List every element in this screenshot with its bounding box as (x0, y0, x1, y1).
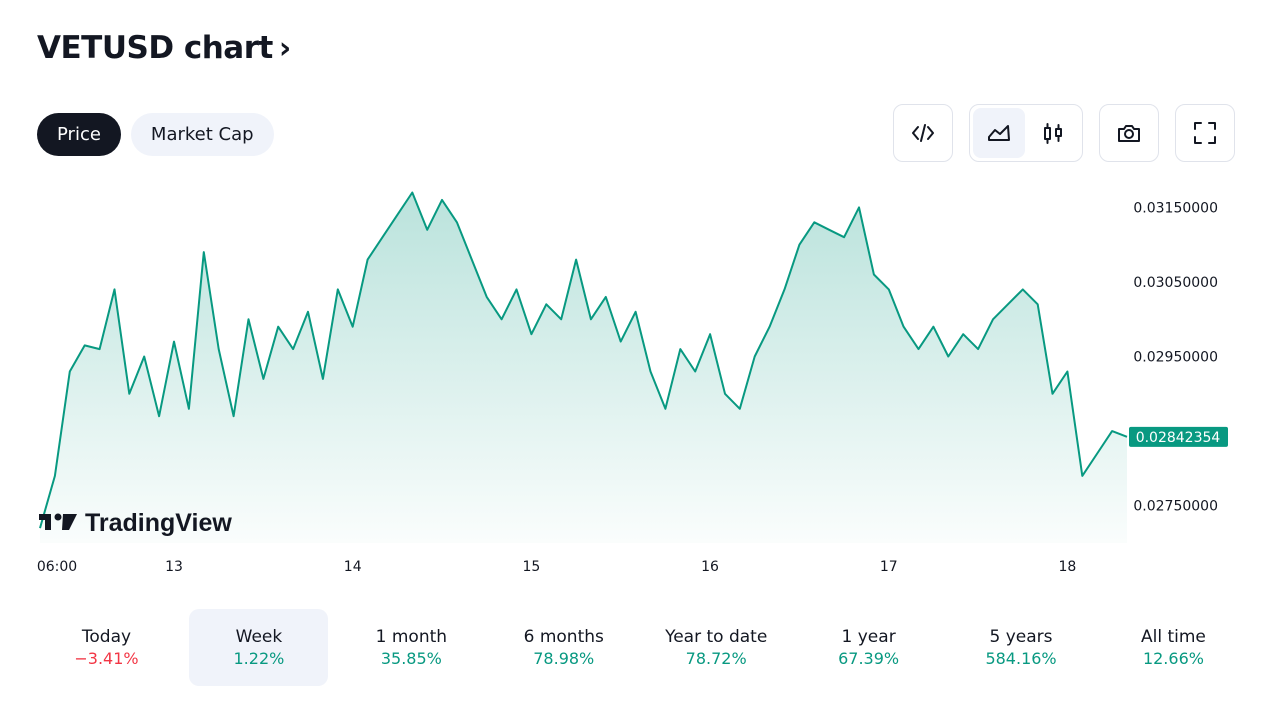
period-label: Week (235, 627, 283, 647)
period-week[interactable]: Week 1.22% (189, 609, 329, 686)
price-area-fill (40, 192, 1127, 543)
period-1-month[interactable]: 1 month 35.85% (342, 609, 481, 686)
x-tick-label: 17 (880, 559, 898, 575)
period-change: 78.72% (685, 649, 747, 668)
y-axis: 0.03150000 0.03050000 0.02950000 0.02750000 (1133, 200, 1218, 514)
last-price-badge (1129, 426, 1228, 447)
period-change: 12.66% (1142, 649, 1204, 668)
x-tick-label: 15 (522, 559, 540, 575)
period-label: 5 years (989, 627, 1053, 647)
price-chart[interactable]: 0.03150000 0.03050000 0.02950000 0.02750000… (0, 175, 1280, 585)
period-change: 35.85% (380, 649, 442, 668)
candlestick-icon (1044, 123, 1062, 144)
area-chart-icon (988, 125, 1010, 141)
x-tick-label: 16 (701, 559, 719, 575)
chart-title-link[interactable]: VETUSD chart › (37, 30, 291, 66)
fullscreen-button[interactable] (1176, 105, 1234, 161)
chart-title: VETUSD chart (37, 30, 273, 66)
last-price-marker: 0.02842354 (1129, 426, 1228, 447)
period-year-to-date[interactable]: Year to date 78.72% (647, 609, 786, 686)
x-tick-label: 13 (165, 559, 183, 575)
period-1-year[interactable]: 1 year 67.39% (799, 609, 938, 686)
chart-style-group (969, 104, 1083, 162)
x-tick-label: 18 (1059, 559, 1077, 575)
price-button[interactable]: Price (37, 113, 121, 156)
market-cap-button[interactable]: Market Cap (130, 113, 274, 156)
period-5-years[interactable]: 5 years 584.16% (952, 609, 1091, 686)
camera-icon (1118, 125, 1140, 142)
snapshot-button[interactable] (1100, 105, 1158, 161)
period-change: 1.22% (233, 649, 285, 668)
x-tick-label: 06:00 (37, 559, 77, 575)
code-icon (912, 124, 934, 142)
embed-button[interactable] (894, 105, 952, 161)
candlestick-button[interactable] (1027, 108, 1079, 158)
period-label: Today (81, 627, 132, 647)
period-change: 78.98% (533, 649, 595, 668)
x-tick-label: 14 (344, 559, 362, 575)
price-line-series (39, 191, 1128, 529)
period-label: 1 year (841, 627, 896, 647)
y-tick-label: 0.03050000 (1133, 275, 1218, 291)
watermark-text: TradingView (85, 509, 232, 537)
y-tick-label: 0.02750000 (1133, 499, 1218, 515)
chart-toolbar (893, 104, 1235, 162)
period-6-months[interactable]: 6 months 78.98% (494, 609, 633, 686)
y-tick-label: 0.02950000 (1133, 350, 1218, 366)
fullscreen-icon (1194, 122, 1216, 144)
tradingview-logo-icon (39, 513, 77, 530)
period-change: 584.16% (985, 649, 1057, 668)
snapshot-button-box (1099, 104, 1159, 162)
period-label: Year to date (665, 627, 768, 647)
period-label: 6 months (523, 627, 604, 647)
period-performance-row: Today −3.41% Week 1.22% 1 month 35.85% 6 month… (37, 609, 1243, 686)
fullscreen-button-box (1175, 104, 1235, 162)
chevron-right-icon: › (278, 30, 291, 66)
period-change: −3.41% (74, 649, 139, 668)
period-change: 67.39% (838, 649, 900, 668)
period-today[interactable]: Today −3.41% (37, 609, 176, 686)
chart-type-toggle: Price Market Cap (37, 113, 274, 156)
embed-button-box (893, 104, 953, 162)
period-label: All time (1141, 627, 1206, 647)
tradingview-watermark: TradingView (39, 509, 232, 537)
y-tick-label: 0.03150000 (1133, 200, 1218, 216)
last-price-label: 0.02842354 (1136, 430, 1221, 446)
area-chart-button[interactable] (973, 108, 1025, 158)
period-label: 1 month (375, 627, 448, 647)
period-all-time[interactable]: All time 12.66% (1104, 609, 1243, 686)
x-axis: 06:00 13 14 15 16 17 18 (37, 559, 1077, 575)
